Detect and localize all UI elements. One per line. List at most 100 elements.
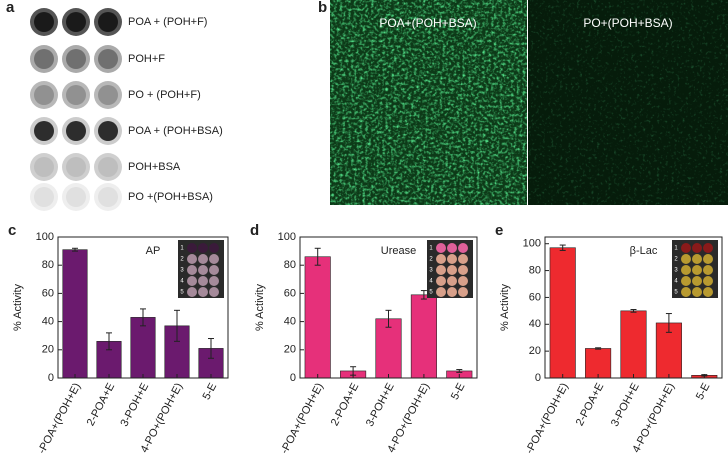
well-core [66,12,86,32]
inset-row-label: 5 [180,290,184,296]
y-tick-label: 0 [48,372,54,384]
x-tick-label: 1-POA+(POH+E) [33,381,83,453]
inset-row-label: 1 [674,246,678,252]
inset-well [447,287,457,297]
inset-well [436,254,446,264]
inset-well [681,254,691,264]
inset-well [436,276,446,286]
well-core [34,121,54,141]
inset-well [692,276,702,286]
well-core [98,12,118,32]
well-core [98,121,118,141]
error-bar [174,309,180,342]
panel-label: d [250,222,259,239]
inset-well [187,265,197,275]
inset-well [692,265,702,275]
panel-label: b [318,0,327,16]
error-bar [595,347,602,350]
row-label: POH+BSA [128,161,181,173]
image-label: PO+(POH+BSA) [583,16,672,30]
row-label: POH+F [128,53,165,65]
inset-well [692,254,702,264]
inset-well [436,265,446,275]
inset-well [703,265,713,275]
inset-well [458,254,468,264]
y-tick-label: 20 [42,344,54,356]
y-tick-label: 80 [42,259,54,271]
row-label: POA + (POH+BSA) [128,125,223,137]
y-tick-label: 20 [284,344,296,356]
inset-well [692,287,702,297]
inset-well [447,243,457,253]
inset-well [447,265,457,275]
well-core [66,85,86,105]
y-tick-label: 100 [523,238,541,250]
row-label: PO +(POH+BSA) [128,191,213,203]
bar [130,317,156,379]
well-core [34,85,54,105]
plot-frame [57,236,229,379]
inset-well [681,287,691,297]
plot-frame [544,236,723,379]
inset-row-label: 3 [674,268,678,274]
y-tick-label: 100 [36,231,54,243]
y-axis-label: % Activity [254,283,266,331]
inset-row-label: 4 [674,279,678,285]
x-tick-label: 5-E [201,381,220,402]
inset-well [703,276,713,286]
inset-well [198,276,208,286]
x-tick-label: 5-E [449,381,468,402]
well-core [66,121,86,141]
error-bar [314,247,321,266]
plot-frame [299,236,478,379]
error-bar [630,309,637,313]
inset-well [447,254,457,264]
x-tick-label: 3-POH+E [118,381,151,428]
well-core [34,12,54,32]
error-bar [456,369,463,373]
well-core [66,187,86,207]
well-core [34,157,54,177]
inset-well [198,243,208,253]
well-core [34,49,54,69]
well-core [66,157,86,177]
error-bar [385,309,392,328]
x-tick-label: 2-POA+E [85,381,118,428]
chart-title: AP [146,245,161,257]
x-tick-label: 3-POH+E [609,381,642,428]
bar [620,310,647,379]
well-core [98,187,118,207]
y-tick-label: 40 [284,316,296,328]
inset-well [198,254,208,264]
error-bar [140,308,146,327]
inset-row-label: 4 [429,279,433,285]
inset-row-label: 1 [429,246,433,252]
y-tick-label: 100 [278,231,296,243]
panel-label: a [6,0,15,16]
inset-well [209,243,219,253]
y-tick-label: 80 [284,259,296,271]
bar [62,249,88,379]
inset-well [436,243,446,253]
x-tick-label: 2-POA+E [329,381,362,428]
x-tick-label: 1-POA+(POH+E) [276,381,326,453]
panel-label: e [495,222,503,239]
well-core [66,49,86,69]
x-tick-label: 1-POA+(POH+E) [521,381,571,453]
error-bar [208,338,214,359]
inset-well [703,287,713,297]
panel-label: c [8,222,16,239]
bar [549,247,576,379]
y-tick-label: 40 [42,316,54,328]
bar [585,348,612,379]
x-tick-label: 2-POA+E [574,381,607,428]
y-tick-label: 60 [42,287,54,299]
error-bar [72,247,78,252]
inset-well [681,243,691,253]
y-tick-label: 60 [284,287,296,299]
y-axis-label: % Activity [12,283,24,331]
inset-row-label: 2 [180,257,184,263]
inset-well [447,276,457,286]
inset-well [209,254,219,264]
inset-row-label: 2 [674,257,678,263]
